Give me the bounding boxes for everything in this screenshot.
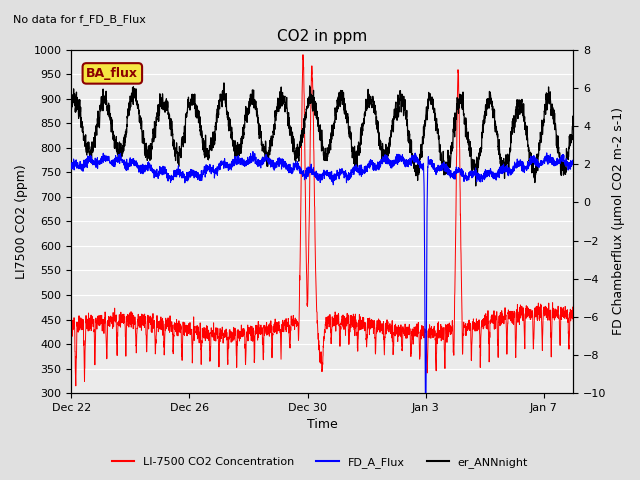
Legend: LI-7500 CO2 Concentration, FD_A_Flux, er_ANNnight: LI-7500 CO2 Concentration, FD_A_Flux, er… (108, 452, 532, 472)
Text: BA_flux: BA_flux (86, 67, 138, 80)
X-axis label: Time: Time (307, 419, 338, 432)
Text: No data for f_FD_B_Flux: No data for f_FD_B_Flux (13, 14, 146, 25)
Title: CO2 in ppm: CO2 in ppm (277, 29, 367, 44)
Y-axis label: LI7500 CO2 (ppm): LI7500 CO2 (ppm) (15, 164, 28, 279)
Y-axis label: FD Chamberflux (μmol CO2 m-2 s-1): FD Chamberflux (μmol CO2 m-2 s-1) (612, 108, 625, 336)
